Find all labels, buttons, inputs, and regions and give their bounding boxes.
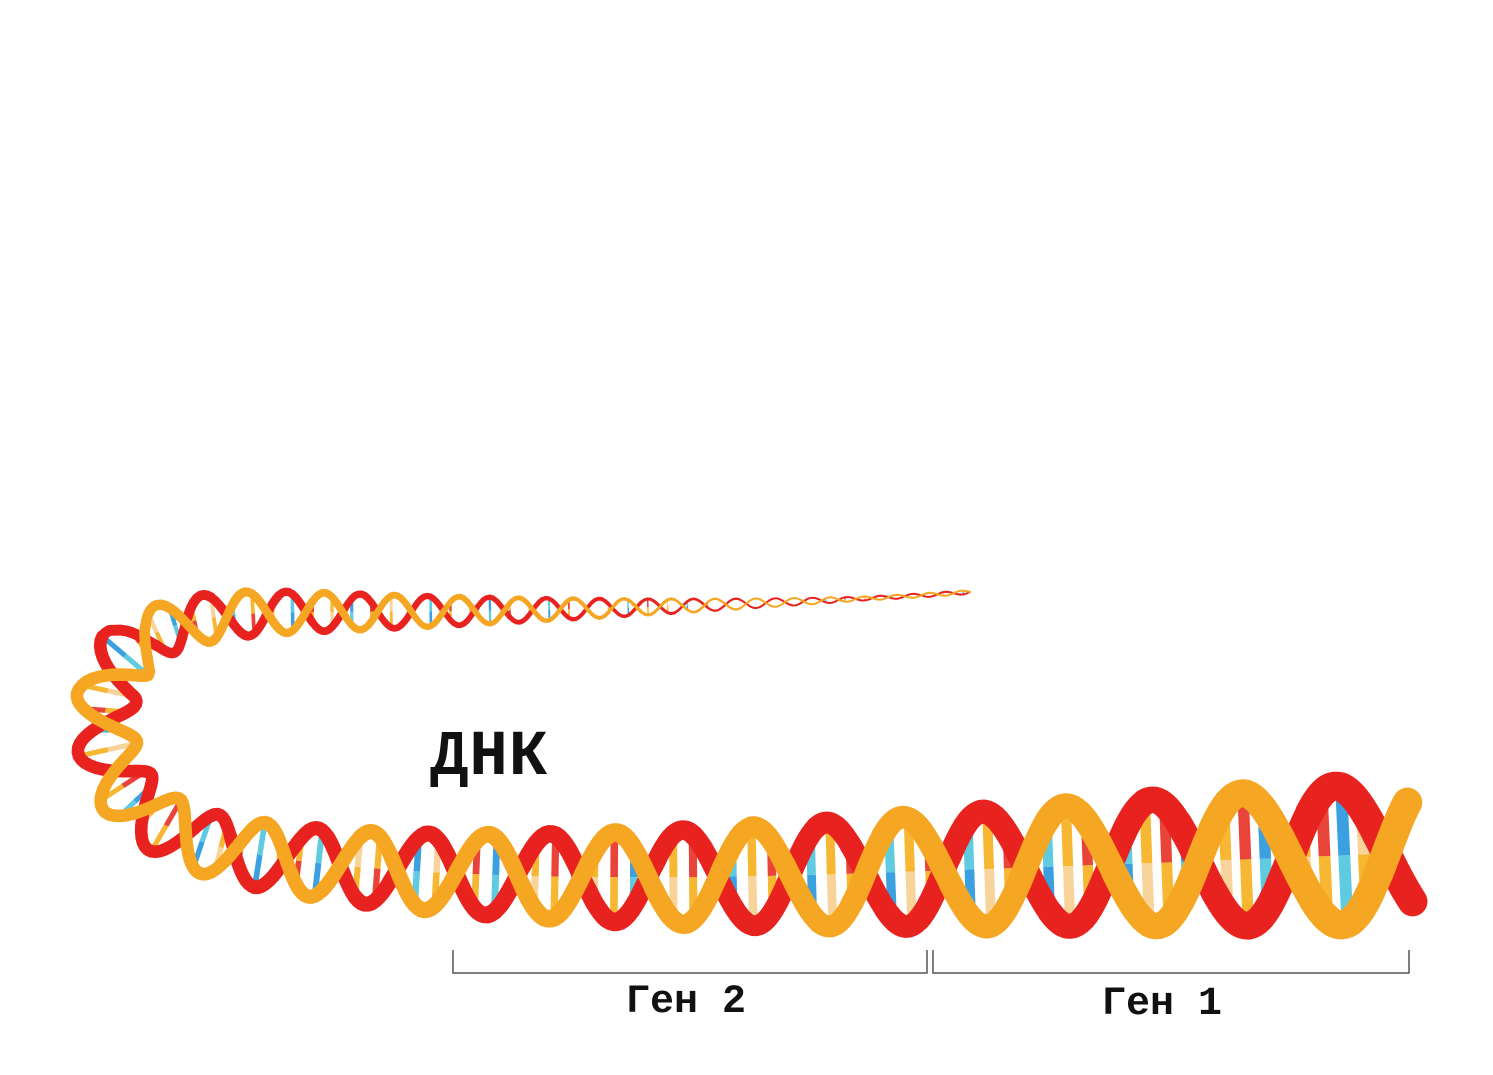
orange-strand-segment <box>740 598 773 608</box>
orange-strand-segment <box>145 626 150 676</box>
red-strand-segment <box>411 596 444 612</box>
orange-strand-segment <box>378 595 411 611</box>
gene-2-label: Ген 2 <box>626 980 746 1025</box>
red-strand-segment <box>641 599 674 614</box>
red-strand <box>78 592 1413 927</box>
dna-label: ДНК <box>430 722 548 794</box>
red-strand-segment <box>345 594 378 612</box>
gene-2-bracket <box>453 950 927 973</box>
gene-1-bracket <box>933 950 1409 973</box>
orange-strand-segment <box>280 602 312 633</box>
dna-double-helix <box>77 591 1413 927</box>
orange-strand-segment <box>345 611 378 630</box>
orange-strand-segment <box>411 611 444 627</box>
orange-strand-segment <box>444 597 477 614</box>
orange-strand-segment <box>181 800 189 857</box>
red-strand-segment <box>378 612 411 628</box>
orange-strand-segment <box>477 603 510 624</box>
gene-1-label: Ген 1 <box>1102 982 1222 1027</box>
orange-strand-segment <box>312 593 345 616</box>
orange-strand-segment <box>92 675 148 679</box>
